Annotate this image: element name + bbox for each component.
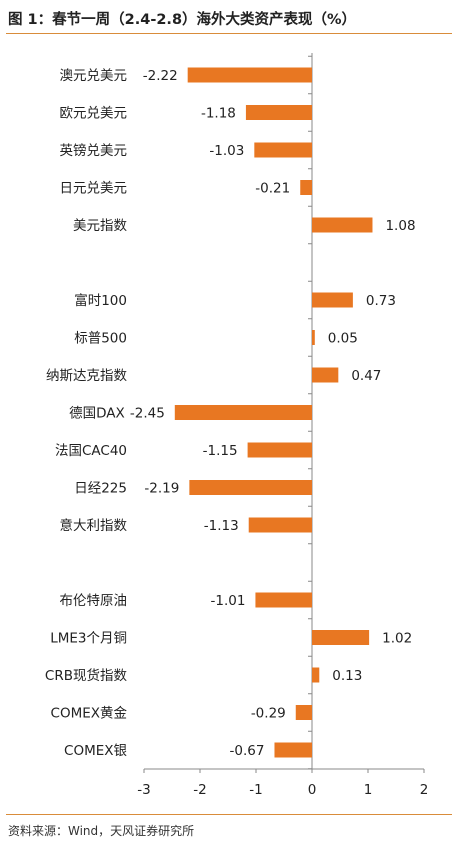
value-label: -2.22 — [143, 68, 178, 84]
bar — [189, 480, 312, 495]
x-tick-label: -3 — [137, 782, 150, 798]
category-label: 意大利指数 — [60, 517, 128, 534]
category-label: 富时100 — [74, 292, 127, 309]
value-label: 0.13 — [332, 668, 362, 684]
bar — [295, 705, 312, 720]
category-label: 澳元兑美元 — [60, 68, 128, 84]
category-label: 法国CAC40 — [55, 443, 127, 459]
value-label: -1.03 — [209, 143, 244, 159]
category-label: COMEX银 — [64, 743, 127, 759]
bar — [312, 630, 370, 645]
value-label: -1.15 — [203, 443, 238, 459]
bottom-rule — [6, 814, 452, 815]
category-label: 欧元兑美元 — [60, 106, 128, 122]
x-tick-label: -1 — [249, 782, 262, 798]
x-tick-label: 2 — [420, 782, 429, 798]
category-label: 日经225 — [74, 481, 127, 497]
bar — [174, 405, 312, 420]
category-label: COMEX黄金 — [51, 706, 128, 722]
value-label: 0.73 — [366, 293, 396, 309]
category-label: LME3个月铜 — [50, 631, 127, 647]
bar-chart: -2.22 澳元兑美元 -1.18 欧元兑美元 -1.03 英镑兑美元 -0.21 日元兑美元… — [45, 53, 429, 798]
category-label: 英镑兑美元 — [60, 142, 128, 159]
bar — [312, 292, 353, 308]
bar — [254, 142, 312, 158]
bar — [274, 742, 312, 758]
category-label: 德国DAX — [69, 406, 125, 422]
x-tick-label: 0 — [308, 782, 317, 798]
value-label: -0.21 — [255, 181, 290, 197]
bar — [312, 217, 373, 233]
bar — [300, 180, 312, 195]
bar — [312, 667, 320, 683]
bar — [312, 367, 339, 383]
value-label: 0.47 — [351, 368, 381, 384]
bar — [255, 592, 312, 608]
value-label: -1.18 — [201, 106, 236, 122]
category-label: CRB现货指数 — [45, 667, 128, 684]
bar — [245, 105, 312, 120]
category-label: 美元指数 — [73, 218, 127, 234]
value-label: 1.02 — [382, 631, 412, 647]
value-label: -1.01 — [211, 593, 246, 609]
value-label: 0.05 — [328, 331, 358, 347]
value-label: -2.19 — [144, 481, 179, 497]
value-label: -0.67 — [230, 743, 265, 759]
value-label: 1.08 — [385, 218, 415, 234]
bar — [187, 67, 312, 83]
category-label: 纳斯达克指数 — [46, 368, 127, 384]
category-label: 布伦特原油 — [60, 593, 128, 609]
bar — [248, 517, 312, 533]
top-rule — [6, 33, 452, 34]
x-tick-label: -2 — [193, 782, 206, 798]
x-tick-label: 1 — [364, 782, 373, 798]
value-label: -0.29 — [251, 706, 286, 722]
bar — [312, 330, 315, 345]
value-label: -2.45 — [130, 406, 165, 422]
category-label: 日元兑美元 — [60, 181, 128, 197]
source-note: 资料来源：Wind，天风证券研究所 — [8, 824, 195, 838]
bar — [247, 442, 312, 458]
value-label: -1.13 — [204, 518, 239, 534]
category-label: 标普500 — [74, 331, 127, 347]
figure-title: 图 1：春节一周（2.4-2.8）海外大类资产表现（%） — [8, 12, 357, 28]
